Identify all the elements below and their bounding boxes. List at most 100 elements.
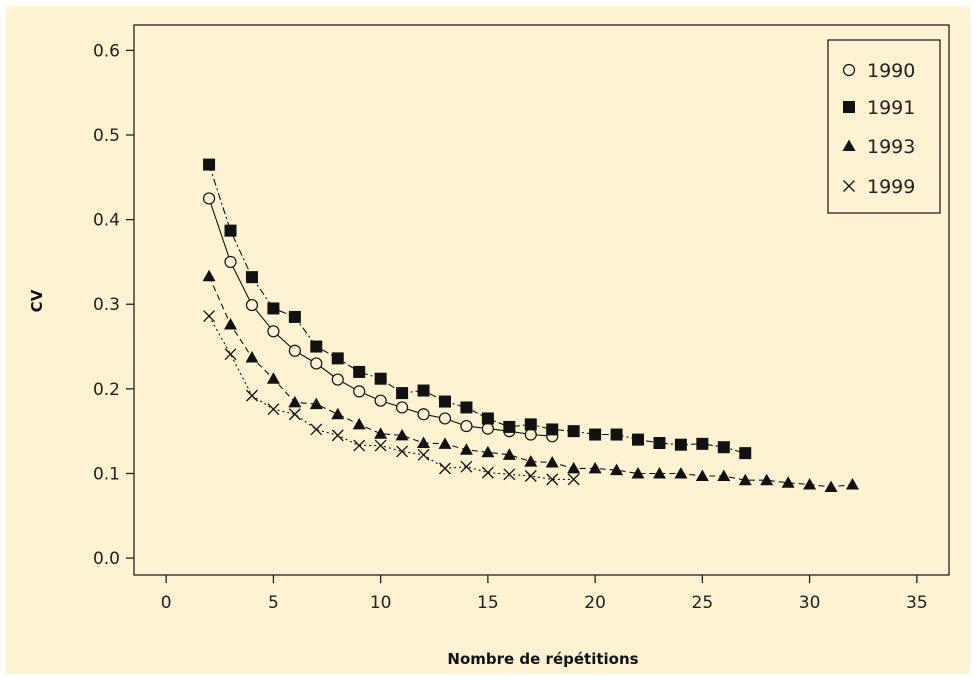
chart-background-panel	[6, 6, 970, 674]
legend-label-1993: 1993	[867, 136, 915, 158]
data-point-1991	[438, 395, 451, 408]
data-point-1993	[459, 443, 473, 455]
data-point-1991	[481, 412, 494, 425]
legend: 1990 1991 1993 1999	[827, 39, 941, 214]
data-point-1991	[567, 425, 580, 438]
data-point-1990	[202, 192, 216, 205]
data-point-1999	[310, 423, 323, 436]
data-point-1991	[203, 158, 216, 171]
data-point-1993	[824, 480, 838, 492]
y-tick-label: 0.5	[93, 126, 120, 146]
x-tick-label: 30	[799, 593, 821, 613]
y-tick-label: 0.3	[93, 295, 120, 315]
plot-area	[133, 24, 950, 576]
data-point-1991	[460, 401, 473, 414]
data-point-1999	[481, 466, 494, 479]
data-point-1990	[245, 298, 259, 312]
data-point-1993	[395, 428, 409, 441]
data-point-1993	[481, 445, 495, 458]
data-point-1991	[546, 423, 559, 436]
data-point-1999	[524, 470, 537, 482]
series-1991	[203, 158, 752, 460]
data-point-1999	[224, 348, 237, 361]
series-line-1991	[208, 164, 746, 454]
data-point-1999	[439, 462, 451, 475]
data-point-1991	[653, 437, 666, 449]
data-point-1990	[417, 408, 430, 421]
data-point-1999	[331, 429, 344, 442]
data-point-1993	[417, 436, 431, 448]
data-point-1990	[374, 394, 387, 407]
data-point-1990	[395, 401, 409, 414]
data-point-1990	[310, 357, 323, 370]
x-tick-label: 15	[477, 593, 499, 613]
data-point-1993	[652, 466, 666, 479]
legend-marker-1991	[843, 101, 855, 113]
data-point-1993	[545, 455, 559, 468]
series-1999	[203, 310, 580, 486]
legend-marker-1990	[842, 63, 856, 77]
data-point-1991	[632, 433, 645, 446]
data-point-1993	[309, 397, 323, 410]
data-point-1993	[245, 351, 259, 363]
data-point-1999	[288, 408, 301, 421]
y-tick-label: 0.4	[93, 211, 120, 231]
data-point-1993	[803, 477, 817, 490]
y-axis-title: CV	[28, 289, 46, 312]
data-point-1999	[203, 310, 216, 323]
data-point-1993	[760, 473, 774, 486]
data-point-1993	[781, 476, 795, 488]
legend-label-1999: 1999	[867, 176, 915, 198]
series-line-1999	[208, 315, 574, 480]
data-point-1993	[717, 469, 731, 481]
data-point-1991	[739, 447, 752, 460]
data-point-1991	[589, 428, 602, 441]
data-point-1993	[695, 469, 709, 481]
y-tick-label: 0.0	[93, 549, 120, 569]
data-point-1999	[374, 439, 387, 452]
data-point-1999	[267, 403, 280, 416]
data-point-1993	[845, 477, 859, 490]
data-point-1990	[481, 422, 494, 435]
x-axis-title: Nombre de répétitions	[447, 650, 638, 668]
data-point-1991	[674, 438, 687, 451]
series-1990	[202, 192, 559, 443]
data-point-1993	[331, 407, 345, 420]
data-point-1991	[417, 384, 430, 397]
data-point-1990	[331, 373, 344, 386]
data-point-1993	[438, 437, 452, 449]
data-point-1999	[460, 460, 473, 473]
data-point-1991	[524, 418, 537, 431]
data-point-1993	[567, 461, 581, 474]
data-point-1993	[374, 427, 388, 439]
legend-label-1991: 1991	[867, 97, 915, 119]
data-point-1990	[524, 428, 537, 441]
data-point-1991	[374, 372, 387, 385]
legend-marker-1999	[843, 180, 855, 192]
x-tick-label: 5	[268, 593, 279, 613]
legend-marker-1993	[842, 139, 856, 151]
data-point-1991	[696, 437, 709, 450]
data-point-1993	[631, 466, 645, 479]
data-point-1993	[674, 466, 688, 479]
data-point-1993	[288, 395, 302, 408]
data-point-1990	[267, 325, 280, 338]
data-point-1991	[267, 302, 280, 315]
data-point-1993	[224, 318, 238, 330]
data-point-1991	[288, 310, 301, 323]
data-point-1999	[246, 389, 258, 402]
data-point-1990	[288, 344, 301, 357]
data-point-1993	[502, 448, 516, 460]
x-tick-label: 25	[692, 593, 714, 613]
x-tick-label: 35	[906, 593, 928, 613]
data-point-1991	[610, 428, 623, 441]
data-point-1991	[717, 441, 730, 454]
y-tick-label: 0.2	[93, 380, 120, 400]
data-point-1993	[738, 473, 752, 486]
data-point-1999	[503, 468, 516, 481]
data-point-1999	[353, 439, 366, 452]
y-axis: 0.0 0.1 0.2 0.3 0.4 0.5 0.6	[93, 41, 134, 569]
x-tick-label: 0	[161, 593, 172, 613]
data-point-1993	[202, 269, 216, 282]
